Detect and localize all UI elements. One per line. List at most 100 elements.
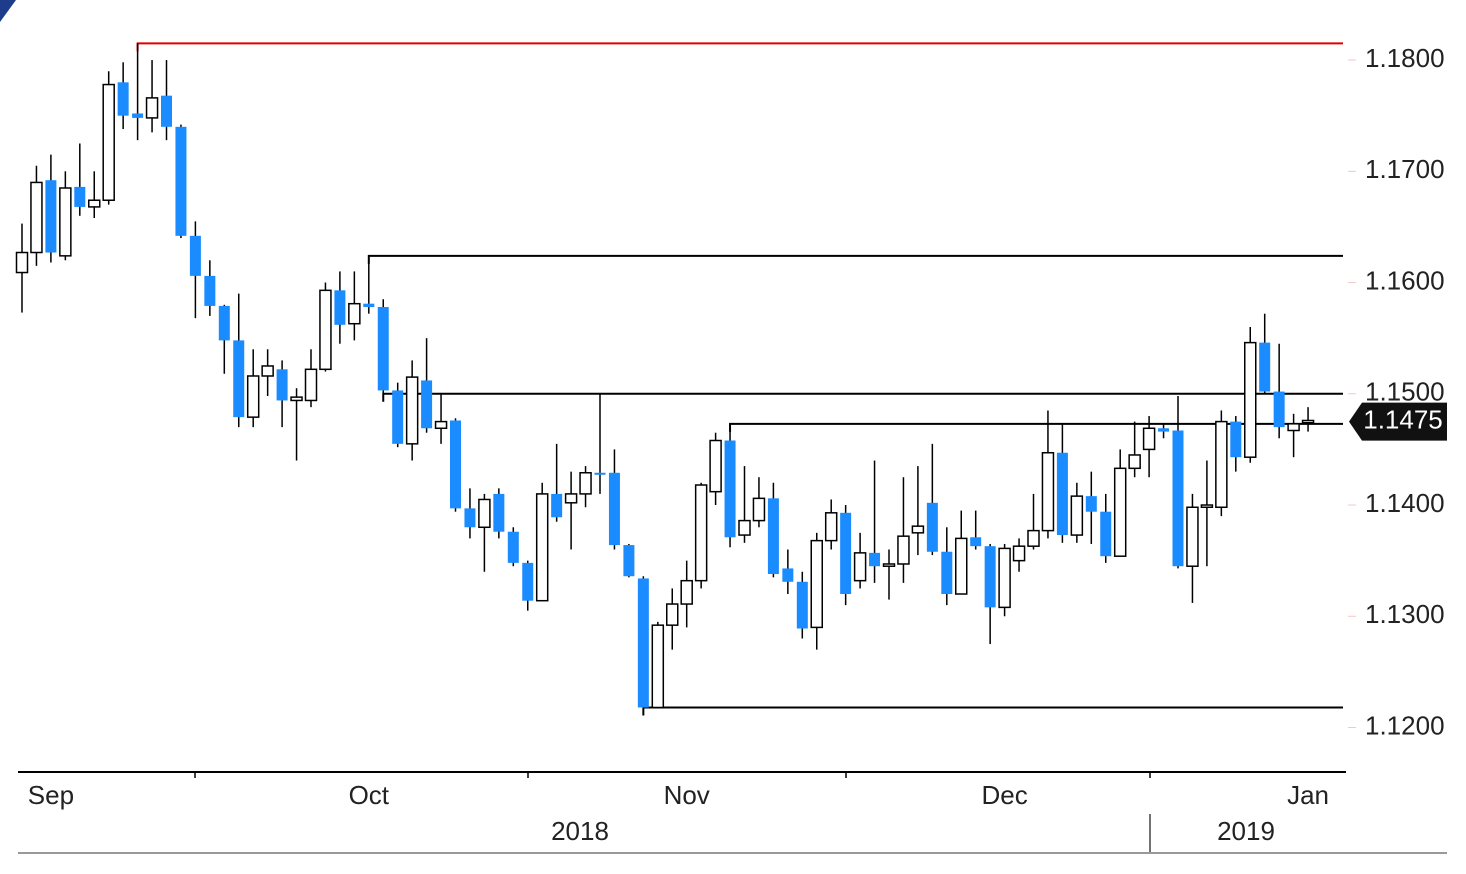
candle-body	[752, 497, 766, 522]
candle-body	[782, 568, 794, 582]
candle-body	[161, 95, 172, 127]
candle-body	[840, 512, 852, 595]
year-label: 2018	[551, 816, 609, 846]
month-separators	[194, 772, 1151, 778]
candle-body	[666, 603, 679, 626]
candle-body	[30, 181, 43, 254]
candle-body	[478, 498, 491, 529]
candle-body	[984, 546, 996, 608]
y-tick-label: 1.1700	[1365, 154, 1445, 184]
candle-body	[204, 275, 216, 306]
candle-body	[15, 251, 29, 274]
y-tick-label: 1.1800	[1365, 43, 1445, 73]
candle-body	[233, 340, 245, 418]
candle-body	[507, 531, 519, 563]
candle-body	[724, 440, 736, 538]
candle-body	[175, 126, 187, 236]
candle-body	[1128, 454, 1141, 470]
candle-body	[132, 113, 144, 118]
candle-body	[882, 563, 896, 567]
level-line	[136, 42, 1343, 52]
candle-body	[1200, 504, 1214, 509]
candle-body	[290, 396, 303, 402]
candle-body	[117, 82, 129, 116]
last-price-label: 1.1475	[1363, 404, 1443, 434]
candle-body	[348, 302, 361, 325]
year-label: 2019	[1217, 816, 1275, 846]
candle-body	[796, 581, 808, 629]
y-tick-label: 1.1200	[1365, 710, 1445, 740]
candle-body	[1100, 511, 1112, 557]
candle-body	[941, 551, 953, 595]
candle-body	[319, 289, 332, 371]
candle-body	[608, 472, 620, 546]
candle-body	[651, 624, 665, 709]
candle-body	[1012, 545, 1026, 562]
y-tick-label: 1.1300	[1365, 599, 1445, 629]
candle-body	[1244, 341, 1257, 458]
candle-body	[998, 547, 1011, 609]
candle-body	[1085, 496, 1097, 512]
candle-body	[88, 199, 101, 208]
candle-body	[1273, 391, 1285, 428]
candle-body	[1172, 430, 1184, 567]
y-tick-label: 1.1500	[1365, 377, 1445, 407]
candle-body	[869, 552, 881, 567]
candle-body	[377, 307, 389, 391]
candle-body	[59, 187, 72, 257]
candle-body	[694, 484, 708, 582]
candle-body	[594, 472, 606, 475]
candle-body	[637, 578, 649, 708]
x-tick-label: Jan	[1287, 780, 1329, 810]
candle-body	[1301, 419, 1315, 424]
candle-body	[623, 545, 635, 577]
x-tick-label: Dec	[981, 780, 1027, 810]
candle-body	[363, 303, 375, 308]
candle-body	[1259, 342, 1271, 392]
candle-body	[680, 579, 693, 605]
candle-body	[926, 502, 938, 552]
candle-body	[434, 420, 448, 430]
candle-body	[1142, 427, 1156, 451]
level-line	[642, 706, 1343, 716]
candle-body	[493, 493, 505, 532]
candle-body	[1027, 529, 1040, 547]
candle-body	[74, 186, 86, 207]
candle-body	[564, 493, 578, 504]
candle-body	[421, 380, 433, 429]
candle-body	[261, 365, 274, 377]
x-tick-label: Nov	[664, 780, 710, 810]
x-tick-label: Oct	[349, 780, 390, 810]
candle-body	[738, 519, 751, 536]
candle-body	[45, 180, 57, 253]
y-tick-label: 1.1400	[1365, 488, 1445, 518]
candle-body	[897, 535, 910, 565]
candle-body	[246, 375, 260, 418]
level-line	[382, 392, 1343, 402]
corner-mark	[0, 0, 16, 22]
candle-body	[955, 537, 968, 595]
candle-body	[304, 368, 318, 402]
candle-body	[709, 439, 722, 493]
candle-body	[522, 562, 534, 601]
candle-body	[1113, 467, 1127, 557]
level-line	[367, 254, 1343, 264]
candle-body	[392, 390, 404, 444]
candle-body	[853, 552, 867, 582]
y-tick-label: 1.1600	[1365, 265, 1445, 295]
candle-body	[189, 235, 201, 276]
candle-body	[405, 376, 419, 445]
candle-body	[334, 290, 346, 325]
candle-body	[810, 539, 823, 629]
candle-body	[102, 83, 115, 201]
candle-body	[824, 512, 838, 542]
last-price-tag	[1349, 402, 1447, 441]
candle-body	[551, 493, 563, 518]
x-tick-label: Sep	[28, 780, 74, 810]
candle-body	[145, 97, 159, 119]
candle-body	[970, 537, 982, 547]
candle-body	[767, 498, 779, 574]
candle-body	[911, 525, 925, 534]
candle-body	[1056, 452, 1068, 536]
